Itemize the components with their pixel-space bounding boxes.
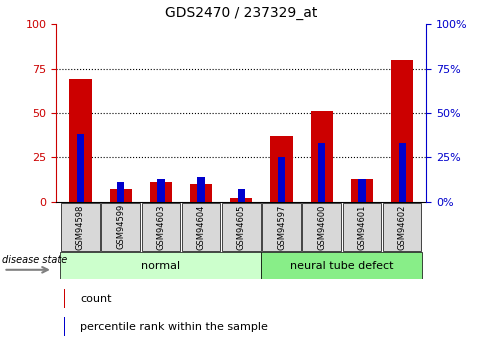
Text: count: count: [80, 294, 112, 304]
Text: GSM94598: GSM94598: [76, 204, 85, 249]
Bar: [190, 184, 212, 202]
Bar: [77, 134, 84, 202]
Bar: [398, 143, 406, 202]
Bar: [238, 189, 245, 202]
FancyBboxPatch shape: [142, 203, 180, 251]
Text: normal: normal: [141, 261, 180, 270]
Bar: [197, 177, 205, 202]
FancyBboxPatch shape: [343, 203, 381, 251]
FancyBboxPatch shape: [222, 203, 261, 251]
Bar: [270, 136, 293, 202]
Text: GSM94602: GSM94602: [398, 204, 407, 249]
Text: neural tube defect: neural tube defect: [290, 261, 393, 270]
FancyBboxPatch shape: [182, 203, 220, 251]
Bar: [64, 317, 65, 336]
Text: GSM94599: GSM94599: [116, 204, 125, 249]
Bar: [318, 143, 325, 202]
Bar: [117, 182, 124, 202]
Bar: [64, 289, 65, 307]
FancyBboxPatch shape: [61, 203, 100, 251]
Text: disease state: disease state: [2, 255, 68, 265]
Bar: [70, 79, 92, 202]
Text: GSM94604: GSM94604: [196, 204, 206, 249]
Bar: [60, 252, 262, 279]
FancyBboxPatch shape: [262, 203, 301, 251]
Text: percentile rank within the sample: percentile rank within the sample: [80, 323, 268, 333]
Text: GSM94605: GSM94605: [237, 204, 246, 249]
Bar: [110, 189, 132, 202]
Bar: [230, 198, 252, 202]
Bar: [157, 179, 165, 202]
Bar: [278, 157, 285, 202]
FancyBboxPatch shape: [383, 203, 421, 251]
Text: GSM94601: GSM94601: [358, 204, 367, 249]
Text: GSM94603: GSM94603: [156, 204, 166, 249]
Bar: [351, 179, 373, 202]
FancyBboxPatch shape: [101, 203, 140, 251]
Title: GDS2470 / 237329_at: GDS2470 / 237329_at: [165, 6, 318, 20]
Bar: [262, 252, 422, 279]
Bar: [391, 60, 413, 202]
Bar: [358, 179, 366, 202]
FancyBboxPatch shape: [302, 203, 341, 251]
Text: GSM94597: GSM94597: [277, 204, 286, 249]
Bar: [311, 111, 333, 202]
Text: GSM94600: GSM94600: [317, 204, 326, 249]
Bar: [150, 182, 172, 202]
